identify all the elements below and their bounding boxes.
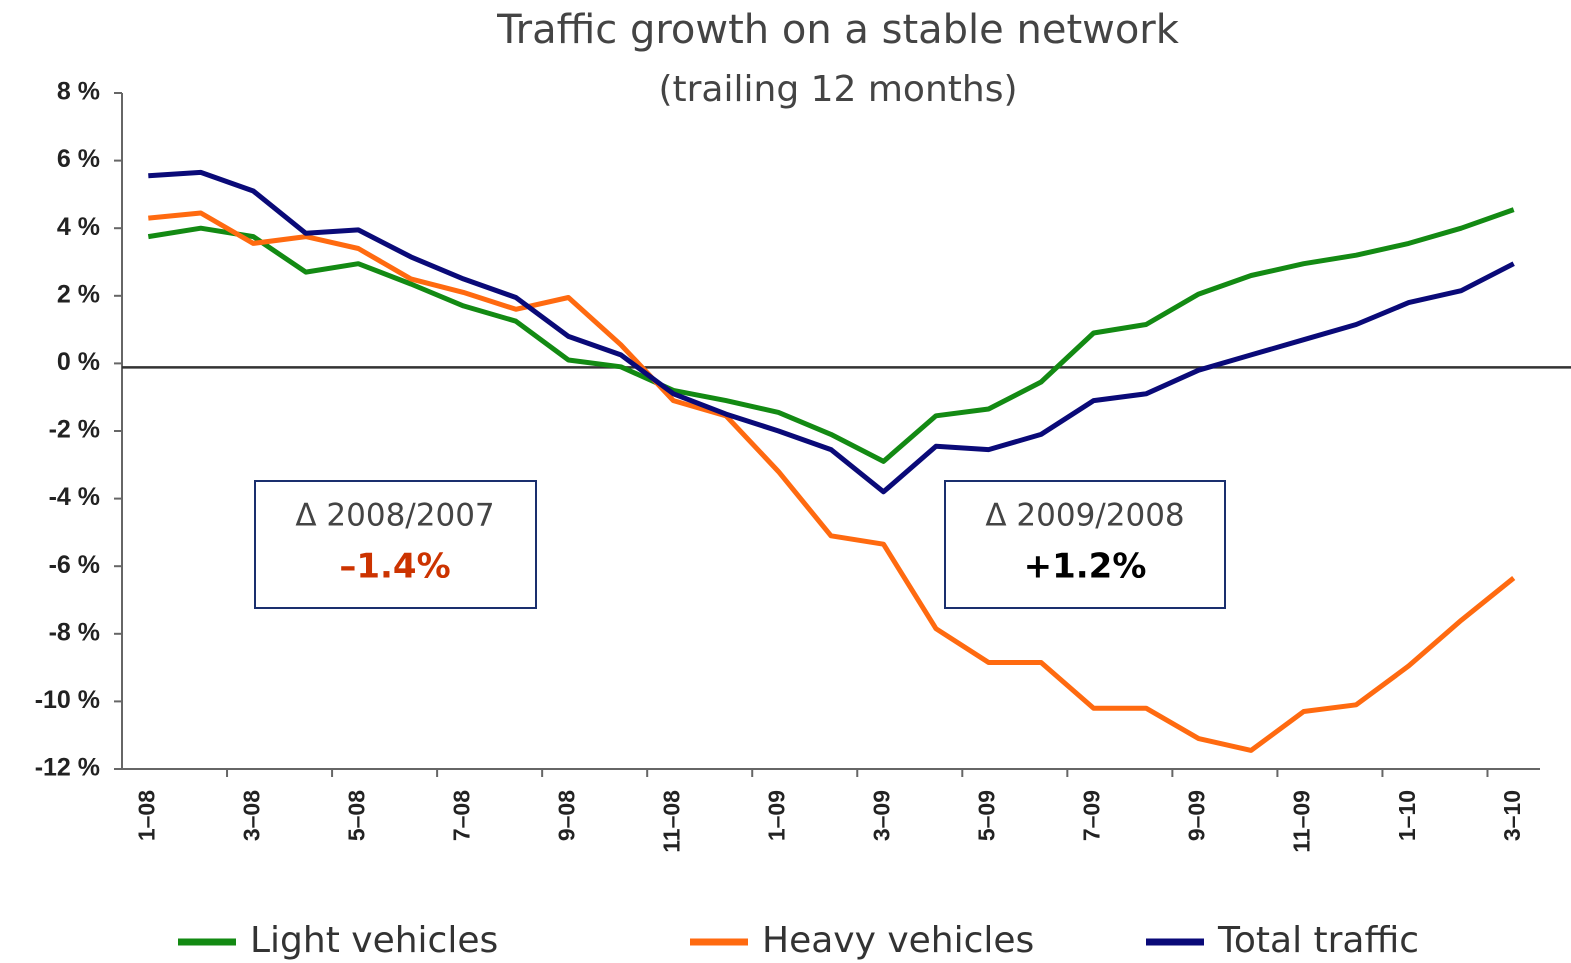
x-tick-label: 1–09 xyxy=(764,790,790,841)
x-tick-label: 3–10 xyxy=(1499,790,1525,841)
y-tick-label: 4 % xyxy=(57,213,100,241)
x-tick-label: 11–09 xyxy=(1289,790,1315,853)
annotation-text: Δ 2009/2008 xyxy=(985,498,1184,534)
y-tick-label: 8 % xyxy=(57,78,100,106)
x-tick-label: 1–08 xyxy=(133,790,159,841)
chart-title: Traffic growth on a stable network xyxy=(496,7,1180,53)
y-tick-label: -12 % xyxy=(35,754,100,782)
x-tick-label: 5–08 xyxy=(343,790,369,841)
annotation-value: –1.4% xyxy=(339,547,450,587)
y-tick-label: 2 % xyxy=(57,280,100,308)
y-tick-label: -8 % xyxy=(49,618,100,646)
y-tick-label: -2 % xyxy=(49,416,100,444)
series-line xyxy=(148,210,1516,753)
y-tick-label: -6 % xyxy=(49,551,100,579)
annotation-value: +1.2% xyxy=(1024,547,1147,587)
x-tick-label: 3–09 xyxy=(869,790,895,841)
annotation-box xyxy=(944,480,1226,609)
x-tick-label: 7–09 xyxy=(1079,790,1105,841)
x-tick-label: 7–08 xyxy=(448,790,474,841)
x-tick-label: 3–08 xyxy=(238,790,264,841)
chart-subtitle: (trailing 12 months) xyxy=(658,69,1017,110)
series-line xyxy=(148,169,1515,495)
y-tick-label: -10 % xyxy=(35,686,100,714)
x-tick-label: 9–09 xyxy=(1184,790,1210,841)
y-tick-label: -4 % xyxy=(49,483,100,511)
y-tick-label: 0 % xyxy=(57,348,100,376)
x-tick-label: 11–08 xyxy=(659,790,685,853)
series-line xyxy=(147,207,1515,464)
annotation-text: Δ 2008/2007 xyxy=(295,498,494,534)
legend-label: Heavy vehicles xyxy=(762,920,1034,961)
legend-label: Light vehicles xyxy=(250,920,498,961)
y-tick-label: 6 % xyxy=(57,145,100,173)
x-tick-label: 9–08 xyxy=(553,790,579,841)
annotation: Δ 2009/2008 +1.2% xyxy=(944,480,1226,609)
legend-label: Total traffic xyxy=(1217,920,1419,961)
x-tick-label: 5–09 xyxy=(974,790,1000,841)
x-tick-label: 1–10 xyxy=(1394,790,1420,841)
annotation: Δ 2008/2007 –1.4% xyxy=(254,480,537,609)
annotation-box xyxy=(254,480,537,609)
